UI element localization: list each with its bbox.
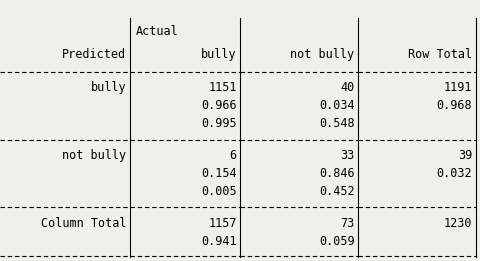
Text: 0.968: 0.968: [436, 99, 471, 112]
Text: 0.032: 0.032: [436, 167, 471, 180]
Text: bully: bully: [201, 48, 236, 61]
Text: 0.846: 0.846: [318, 167, 354, 180]
Text: 0.005: 0.005: [201, 185, 236, 198]
Text: 1151: 1151: [208, 81, 236, 94]
Text: 0.154: 0.154: [201, 167, 236, 180]
Text: not bully: not bully: [290, 48, 354, 61]
Text: Column Total: Column Total: [40, 217, 126, 230]
Text: Row Total: Row Total: [408, 48, 471, 61]
Text: 33: 33: [339, 149, 354, 162]
Text: not bully: not bully: [62, 149, 126, 162]
Text: 0.034: 0.034: [318, 99, 354, 112]
Text: 0.059: 0.059: [318, 235, 354, 248]
Text: 1191: 1191: [443, 81, 471, 94]
Text: 39: 39: [457, 149, 471, 162]
Text: Actual: Actual: [135, 25, 178, 38]
Text: 0.548: 0.548: [318, 117, 354, 130]
Text: bully: bully: [90, 81, 126, 94]
Text: 73: 73: [339, 217, 354, 230]
Text: 40: 40: [339, 81, 354, 94]
Text: 0.995: 0.995: [201, 117, 236, 130]
Text: 0.941: 0.941: [201, 235, 236, 248]
Text: Predicted: Predicted: [62, 48, 126, 61]
Text: 0.452: 0.452: [318, 185, 354, 198]
Text: 1230: 1230: [443, 217, 471, 230]
Text: 0.966: 0.966: [201, 99, 236, 112]
Text: 6: 6: [229, 149, 236, 162]
Text: 1157: 1157: [208, 217, 236, 230]
